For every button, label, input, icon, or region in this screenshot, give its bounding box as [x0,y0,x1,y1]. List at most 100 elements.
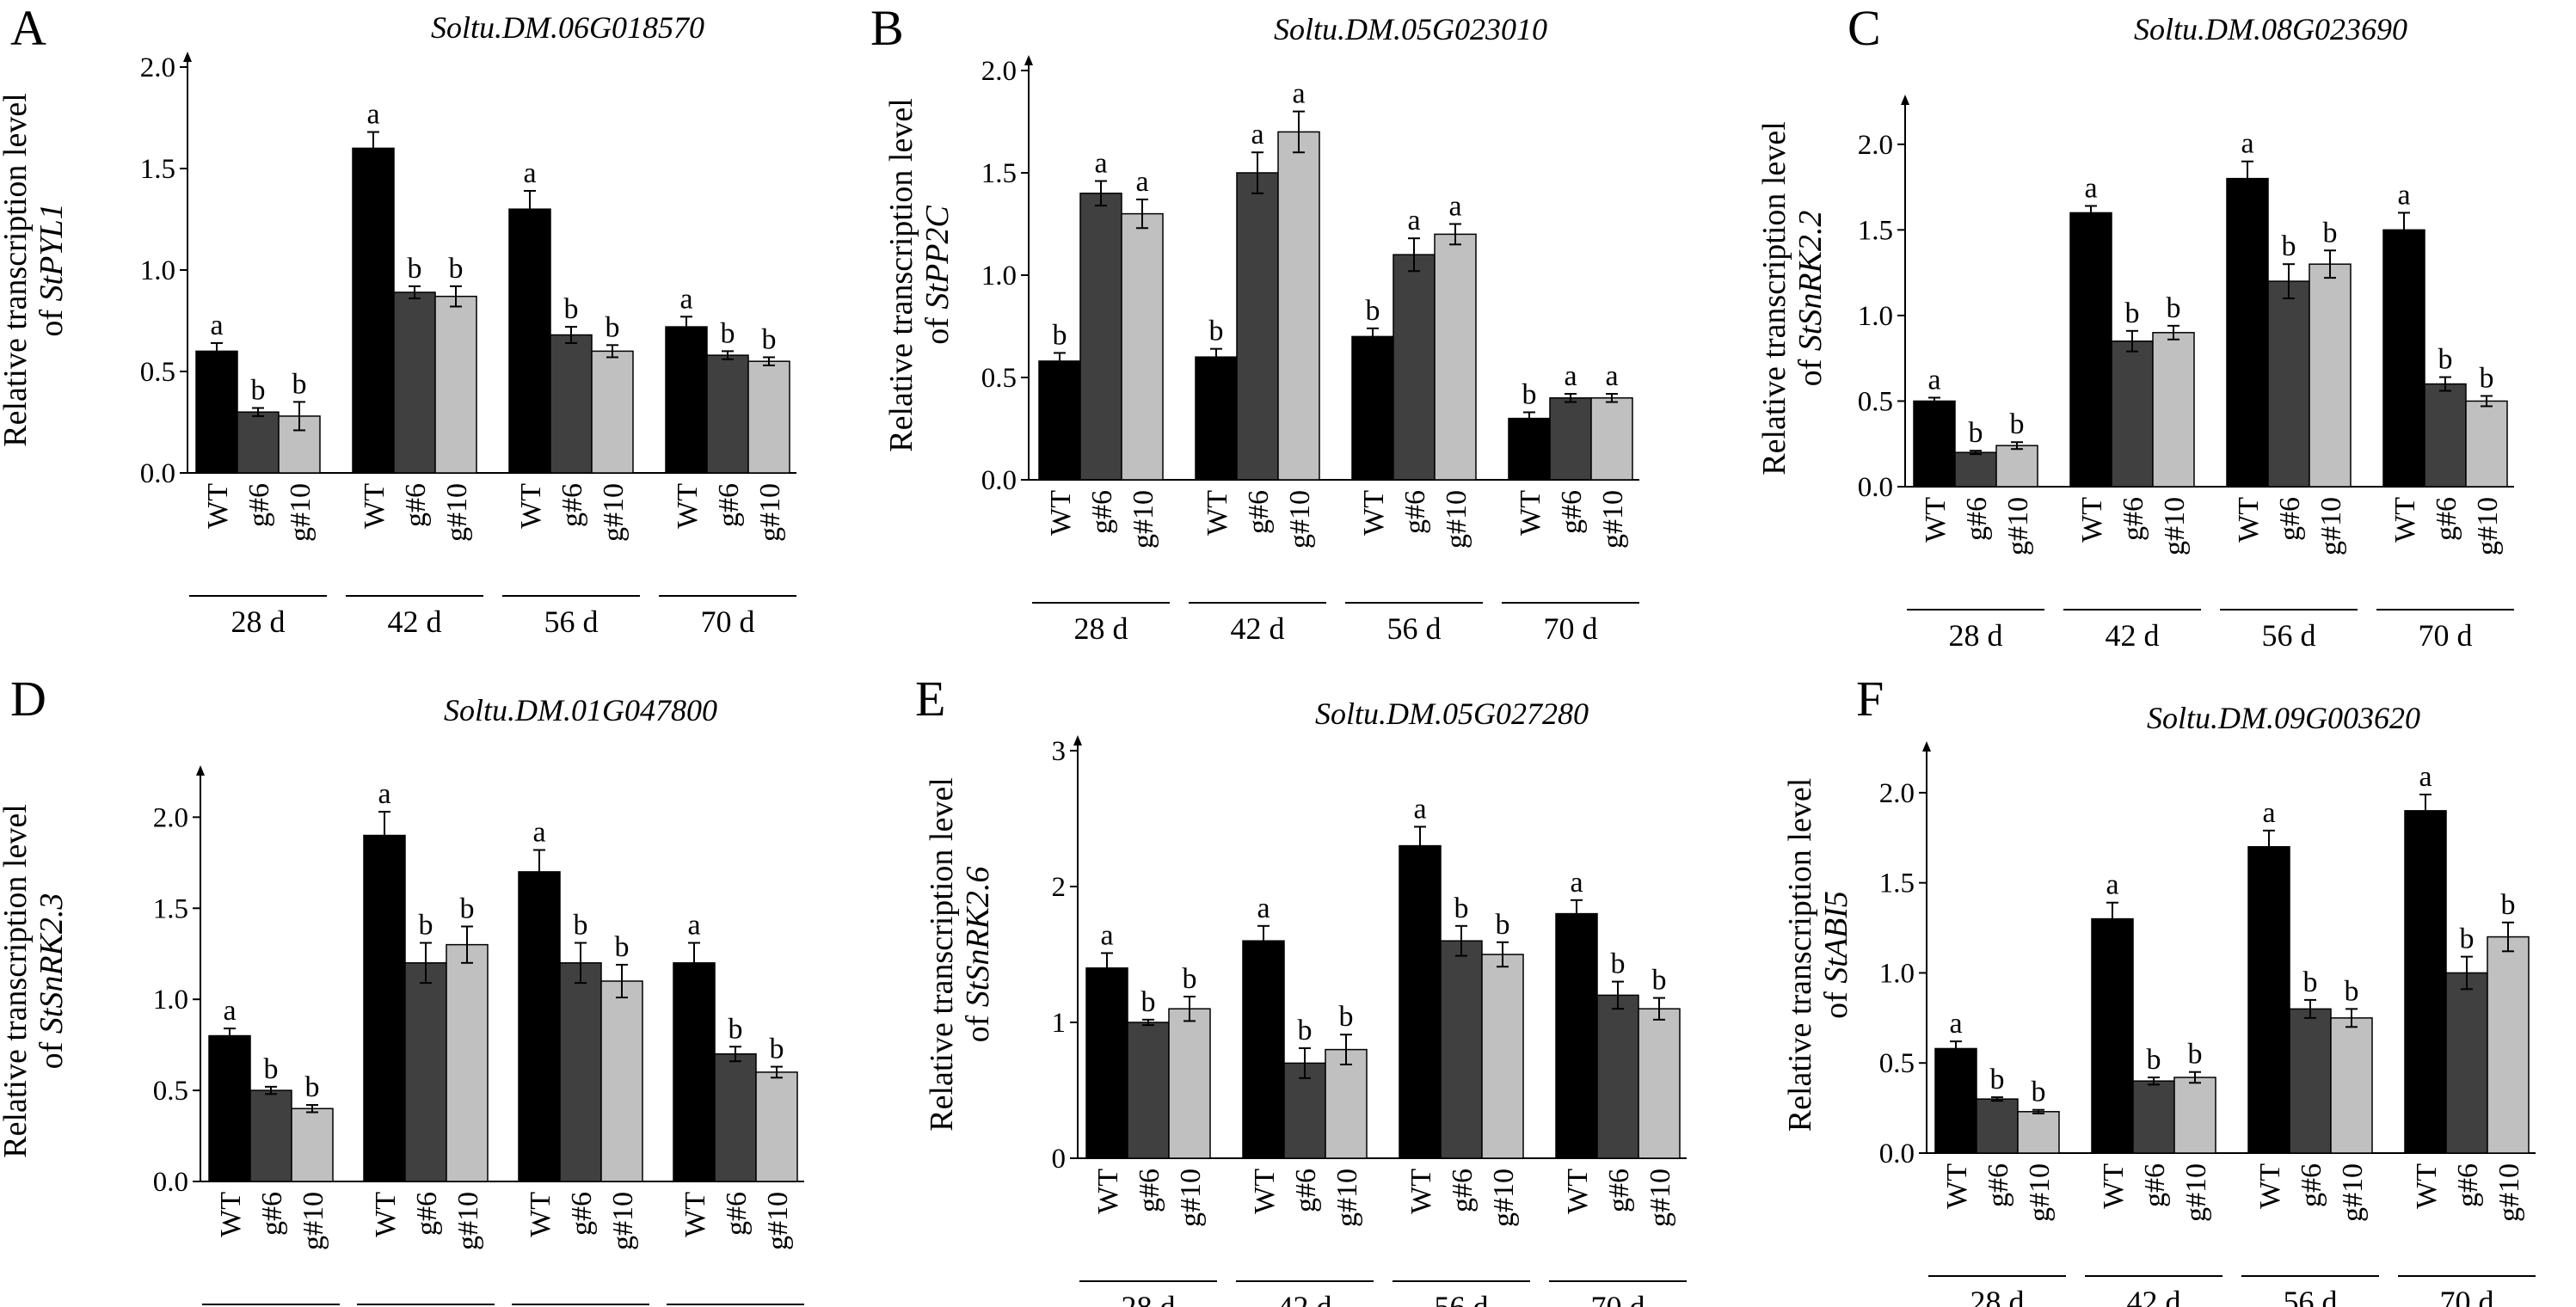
x-category-label: 28 d [1074,611,1128,646]
significance-letter: b [419,910,433,942]
panel-letter: D [10,671,46,727]
y-axis-label: Relative transcription levelof StSnRK2.6 [924,777,996,1132]
genotype-label: g#10 [598,483,630,542]
significance-letter: b [1053,319,1067,351]
chart-title: Soltu.DM.05G023010 [1274,12,1547,46]
genotype-label: g#10 [1645,1169,1676,1227]
significance-letter: b [2188,1039,2203,1071]
x-category-label: 28 d [1122,1290,1176,1307]
panel-letter: B [870,0,904,56]
significance-letter: b [1183,963,1197,995]
bar-g6-42d [2111,341,2154,488]
significance-letter: a [1570,867,1583,899]
significance-letter: b [2010,408,2025,440]
chart-panel-d: D Soltu.DM.01G047800 0.0 0.5 1.0 1.5 2.0 Relati… [0,671,804,1305]
significance-letter: a [1605,360,1618,392]
genotype-label: g#10 [2472,497,2504,555]
significance-letter: a [1949,1008,1962,1040]
y-axis-arrow-icon [1024,55,1033,65]
genotype-label: g#10 [1175,1169,1207,1227]
bar-WT-42d [2069,212,2112,488]
x-category-label: 56 d [2262,618,2316,653]
y-tick-label: 1.0 [153,985,188,1016]
x-category-label: 56 d [1387,611,1442,646]
significance-letter: a [2084,172,2097,204]
genotype-label: g#10 [762,1192,794,1250]
significance-letter: b [564,293,579,325]
bar-g10-70d [2487,936,2530,1154]
genotype-label: g#10 [2337,1163,2369,1222]
bar-WT-42d [1195,356,1238,481]
significance-letter: b [2345,975,2359,1007]
y-tick-label: 0.5 [981,363,1017,394]
y-tick-label: 0.0 [140,458,175,489]
significance-letter: b [574,910,588,942]
significance-letter: b [2032,1077,2046,1108]
bar-WT-70d [673,962,716,1182]
genotype-label: WT [1920,497,1952,543]
bar-WT-28d [1934,1047,1977,1154]
genotype-label: WT [2389,497,2421,543]
genotype-label: g#6 [1243,490,1275,534]
bar-g10-56d [1481,954,1524,1159]
bar-WT-70d [2382,229,2425,488]
bar-g10-56d [2330,1017,2373,1154]
genotype-label: WT [672,483,704,529]
x-category-label: 70 d [1591,1290,1645,1307]
bar-WT-56d [1351,335,1394,481]
y-axis-label-gene: StSnRK2.2 [1792,211,1829,352]
genotype-label: g#10 [607,1192,639,1250]
significance-letter: a [2419,761,2432,793]
y-axis-label: Relative transcription levelof StPYL1 [0,93,70,447]
genotype-label: WT [2254,1163,2286,1209]
genotype-label: g#6 [2274,497,2306,541]
bar-WT-42d [363,834,406,1182]
significance-letter: a [1927,364,1940,396]
x-category-label: 42 d [2106,618,2160,653]
y-axis-label-line1: Relative transcription level [924,777,960,1132]
y-axis-label-line1: Relative transcription level [0,93,34,447]
bar-WT-42d [2091,917,2134,1154]
genotype-label: g#6 [566,1192,598,1236]
genotype-label: g#10 [2024,1163,2056,1222]
genotype-label: g#10 [441,483,473,542]
bar-g6-70d [1549,397,1592,481]
significance-letter: a [2241,128,2253,160]
genotype-label: g#10 [2002,497,2034,555]
genotype-label: g#6 [1447,1169,1479,1212]
y-axis-label-gene: StSnRK2.3 [34,893,70,1034]
significance-letter: a [687,910,700,942]
x-category-label: 28 d [1970,1285,2025,1307]
y-axis-label-of: of [960,1007,996,1042]
genotype-label: g#10 [1441,490,1472,549]
significance-letter: b [2167,292,2181,324]
significance-letter: b [251,374,266,406]
bar-WT-28d [208,1034,251,1182]
genotype-label: g#6 [2296,1163,2327,1207]
significance-letter: a [1251,119,1263,150]
chart-panel-a: A Soltu.DM.06G018570 0.0 0.5 1.0 1.5 2.0 Relati… [0,0,796,639]
bar-g10-28d [278,415,321,474]
significance-letter: b [721,317,735,349]
significance-letter: a [2397,179,2410,211]
genotype-label: g#6 [1399,490,1431,534]
genotype-label: g#6 [1603,1169,1635,1212]
x-category-label: 42 d [1231,611,1285,646]
panel-letter: E [915,671,945,727]
significance-letter: a [223,995,236,1027]
significance-letter: b [770,1034,784,1065]
y-tick-label: 0.5 [153,1076,188,1107]
significance-letter: a [2262,797,2275,829]
y-tick-label: 1.0 [1858,301,1893,332]
significance-letter: b [1611,948,1626,980]
bar-g6-56d [2267,280,2310,488]
chart-title: Soltu.DM.08G023690 [2134,12,2407,46]
significance-letter: b [1366,295,1380,327]
bar-g6-56d [1393,254,1436,481]
y-axis-label-line1: Relative transcription level [1782,778,1818,1132]
panel-letter: C [1847,0,1881,56]
y-tick-label: 1.0 [1879,958,1915,989]
genotype-label: g#6 [1961,497,1993,541]
y-axis-arrow-icon [1922,741,1931,752]
genotype-label: WT [1562,1169,1594,1214]
